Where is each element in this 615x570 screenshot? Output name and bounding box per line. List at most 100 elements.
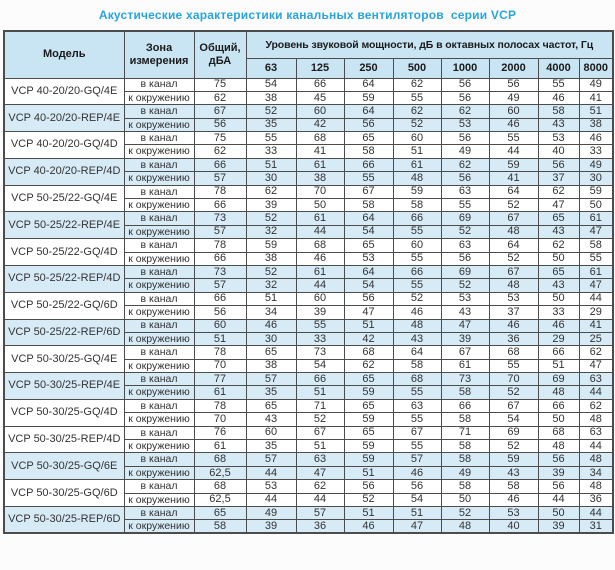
level-cell-4000hz: 33 xyxy=(537,305,580,320)
level-cell-2000hz: 36 xyxy=(488,331,539,347)
level-cell-125hz: 70 xyxy=(295,184,345,200)
level-cell-2000hz: 64 xyxy=(488,238,539,253)
level-cell-250hz: 42 xyxy=(343,331,394,347)
table-row: к окружению 61 35 51 59 55 58 52 48 44 xyxy=(4,439,614,454)
level-cell-2000hz: 44 xyxy=(488,144,539,159)
level-cell-500hz: 64 xyxy=(392,345,442,360)
col-header-freq-4000: 4000 xyxy=(537,57,580,79)
level-cell-4000hz: 46 xyxy=(537,318,580,333)
level-cell-125hz: 61 xyxy=(295,211,345,226)
level-cell-500hz: 55 xyxy=(392,439,442,454)
table-row: VCP 50-30/25-GQ/4E в канал 78 65 73 68 64 67 68 6… xyxy=(3,345,614,374)
model-cell: VCP 50-25/22-REP/6D xyxy=(3,318,125,347)
level-cell-125hz: 68 xyxy=(295,131,345,146)
table-row: VCP 50-25/22-GQ/4E в канал 78 62 70 67 59 63 64 6… xyxy=(3,184,614,213)
table-row: VCP 40-20/20-GQ/4E в канал 75 54 66 64 62 56 56 5… xyxy=(3,77,614,106)
total-dba-cell: 73 xyxy=(193,264,247,280)
level-cell-250hz: 65 xyxy=(343,398,394,414)
total-dba-cell: 56 xyxy=(193,305,247,320)
level-cell-1000hz: 56 xyxy=(440,171,490,186)
zone-cell: к окружению xyxy=(123,439,195,454)
model-cell: VCP 50-30/25-GQ/4D xyxy=(3,398,125,427)
total-dba-cell: 58 xyxy=(193,519,247,534)
model-cell: VCP 50-30/25-GQ/6E xyxy=(3,452,125,481)
level-cell-4000hz: 56 xyxy=(537,157,580,173)
level-cell-8000hz: 34 xyxy=(578,465,614,481)
level-cell-500hz: 47 xyxy=(392,519,442,534)
table-row: VCP 50-30/25-GQ/4D в канал 78 65 71 65 63 66 67 6… xyxy=(3,398,614,427)
table-header: Модель Зона измерения Общий, дБА Уровень… xyxy=(3,30,614,79)
zone-cell: в канал xyxy=(123,238,195,253)
col-header-freq-500: 500 xyxy=(392,57,442,79)
table-row: к окружению 62,5 44 47 51 46 49 43 39 34 xyxy=(4,465,614,481)
level-cell-250hz: 66 xyxy=(343,157,394,173)
level-cell-125hz: 47 xyxy=(295,465,345,481)
level-cell-4000hz: 58 xyxy=(537,104,580,119)
total-dba-cell: 70 xyxy=(193,358,247,374)
level-cell-4000hz: 46 xyxy=(537,90,580,106)
level-cell-250hz: 55 xyxy=(343,171,394,186)
acoustic-characteristics-table: Модель Зона измерения Общий, дБА Уровень… xyxy=(3,30,615,535)
level-cell-8000hz: 62 xyxy=(578,398,614,414)
level-cell-250hz: 65 xyxy=(343,425,394,441)
total-dba-cell: 78 xyxy=(193,238,247,253)
table-row: VCP 40-20/20-REP/4D в канал 66 51 61 66 61 62 59… xyxy=(3,157,614,186)
header-row-top: Модель Зона измерения Общий, дБА Уровень… xyxy=(3,30,614,79)
level-cell-2000hz: 54 xyxy=(488,412,539,427)
total-dba-cell: 78 xyxy=(193,398,247,414)
level-cell-2000hz: 49 xyxy=(488,90,539,106)
level-cell-2000hz: 52 xyxy=(488,251,539,266)
level-cell-63hz: 35 xyxy=(245,117,297,133)
level-cell-250hz: 58 xyxy=(343,144,394,159)
level-cell-250hz: 47 xyxy=(343,305,394,320)
total-dba-cell: 70 xyxy=(193,412,247,427)
level-cell-500hz: 61 xyxy=(392,157,442,173)
level-cell-4000hz: 62 xyxy=(537,238,580,253)
level-cell-125hz: 68 xyxy=(295,238,345,253)
zone-cell: в канал xyxy=(123,211,195,226)
level-cell-500hz: 51 xyxy=(392,505,442,521)
level-cell-63hz: 44 xyxy=(245,465,297,481)
level-cell-1000hz: 52 xyxy=(440,278,490,293)
level-cell-4000hz: 56 xyxy=(537,479,580,494)
level-cell-2000hz: 52 xyxy=(488,198,539,213)
table-row: VCP 50-30/25-REP/6D в канал 65 49 57 51 51 52 53… xyxy=(3,505,614,534)
level-cell-4000hz: 39 xyxy=(537,519,580,534)
level-cell-500hz: 48 xyxy=(392,171,442,186)
level-cell-8000hz: 50 xyxy=(578,198,614,213)
level-cell-8000hz: 55 xyxy=(578,251,614,266)
level-cell-4000hz: 37 xyxy=(537,171,580,186)
level-cell-250hz: 59 xyxy=(343,90,394,106)
level-cell-500hz: 52 xyxy=(392,291,442,307)
level-cell-8000hz: 33 xyxy=(578,144,614,159)
level-cell-250hz: 62 xyxy=(343,358,394,374)
model-cell: VCP 50-30/25-GQ/4E xyxy=(3,345,125,374)
table-row: к окружению 62 38 45 59 55 56 49 46 41 xyxy=(4,90,614,106)
level-cell-8000hz: 44 xyxy=(578,385,614,400)
level-cell-125hz: 44 xyxy=(295,492,345,508)
level-cell-63hz: 33 xyxy=(245,144,297,159)
total-dba-cell: 61 xyxy=(193,385,247,400)
level-cell-63hz: 54 xyxy=(245,77,297,92)
level-cell-8000hz: 49 xyxy=(578,157,614,173)
total-dba-cell: 75 xyxy=(193,131,247,146)
zone-cell: к окружению xyxy=(123,117,195,133)
level-cell-2000hz: 60 xyxy=(488,104,539,119)
table-row: к окружению 57 32 44 54 55 52 48 43 47 xyxy=(4,278,614,293)
zone-cell: в канал xyxy=(123,131,195,146)
level-cell-500hz: 63 xyxy=(392,398,442,414)
level-cell-63hz: 35 xyxy=(245,385,297,400)
level-cell-125hz: 44 xyxy=(295,224,345,240)
level-cell-63hz: 65 xyxy=(245,398,297,414)
level-cell-4000hz: 65 xyxy=(537,264,580,280)
level-cell-500hz: 46 xyxy=(392,465,442,481)
level-cell-250hz: 51 xyxy=(343,505,394,521)
model-cell: VCP 50-30/25-REP/4D xyxy=(3,425,125,454)
zone-cell: в канал xyxy=(123,372,195,387)
total-dba-cell: 68 xyxy=(193,479,247,494)
level-cell-63hz: 49 xyxy=(245,505,297,521)
model-cell: VCP 50-25/22-GQ/4D xyxy=(3,238,125,266)
model-cell: VCP 40-20/20-REP/4D xyxy=(3,157,125,186)
level-cell-125hz: 66 xyxy=(295,372,345,387)
level-cell-8000hz: 63 xyxy=(578,372,614,387)
